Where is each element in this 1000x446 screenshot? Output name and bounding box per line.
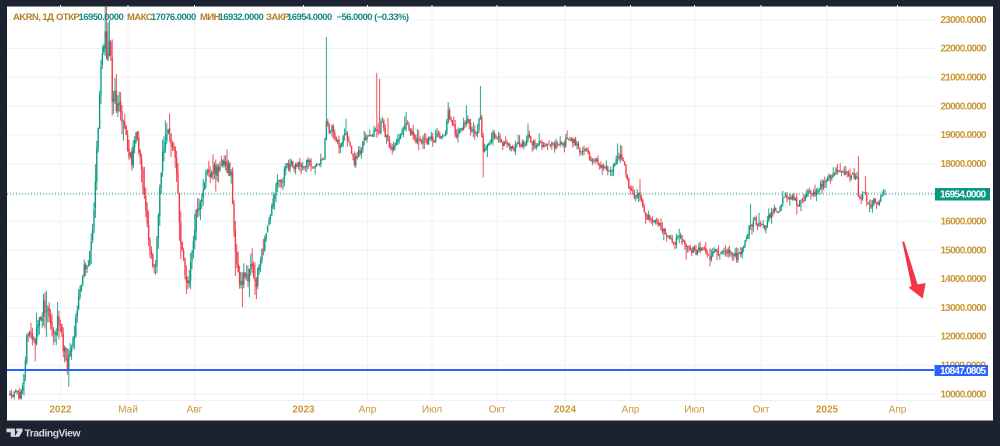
svg-text:23000.0000: 23000.0000	[941, 15, 988, 26]
svg-text:Июл: Июл	[684, 405, 704, 416]
svg-text:Апр: Апр	[359, 405, 377, 416]
svg-text:2024: 2024	[554, 405, 577, 416]
svg-text:14000.0000: 14000.0000	[941, 274, 988, 285]
svg-text:10847.0805: 10847.0805	[940, 366, 987, 377]
svg-text:18000.0000: 18000.0000	[941, 159, 988, 170]
svg-text:10000.0000: 10000.0000	[941, 389, 988, 400]
svg-text:19000.0000: 19000.0000	[941, 130, 988, 141]
svg-text:Апр: Апр	[622, 405, 640, 416]
svg-text:16000.0000: 16000.0000	[941, 217, 988, 228]
svg-text:Окт: Окт	[489, 405, 506, 416]
svg-text:Апр: Апр	[889, 405, 907, 416]
svg-text:Июл: Июл	[422, 405, 442, 416]
svg-text:2025: 2025	[816, 405, 839, 416]
svg-text:21000.0000: 21000.0000	[941, 73, 988, 84]
svg-text:12000.0000: 12000.0000	[941, 332, 988, 343]
svg-text:13000.0000: 13000.0000	[941, 303, 988, 314]
svg-text:2022: 2022	[49, 405, 72, 416]
svg-text:15000.0000: 15000.0000	[941, 245, 988, 256]
svg-text:Май: Май	[118, 405, 138, 416]
svg-text:Окт: Окт	[753, 405, 770, 416]
svg-text:16954.0000: 16954.0000	[940, 190, 987, 201]
svg-text:Авг: Авг	[187, 405, 203, 416]
svg-text:TradingView: TradingView	[25, 428, 82, 439]
svg-text:22000.0000: 22000.0000	[941, 44, 988, 55]
svg-text:20000.0000: 20000.0000	[941, 101, 988, 112]
svg-text:2023: 2023	[292, 405, 315, 416]
